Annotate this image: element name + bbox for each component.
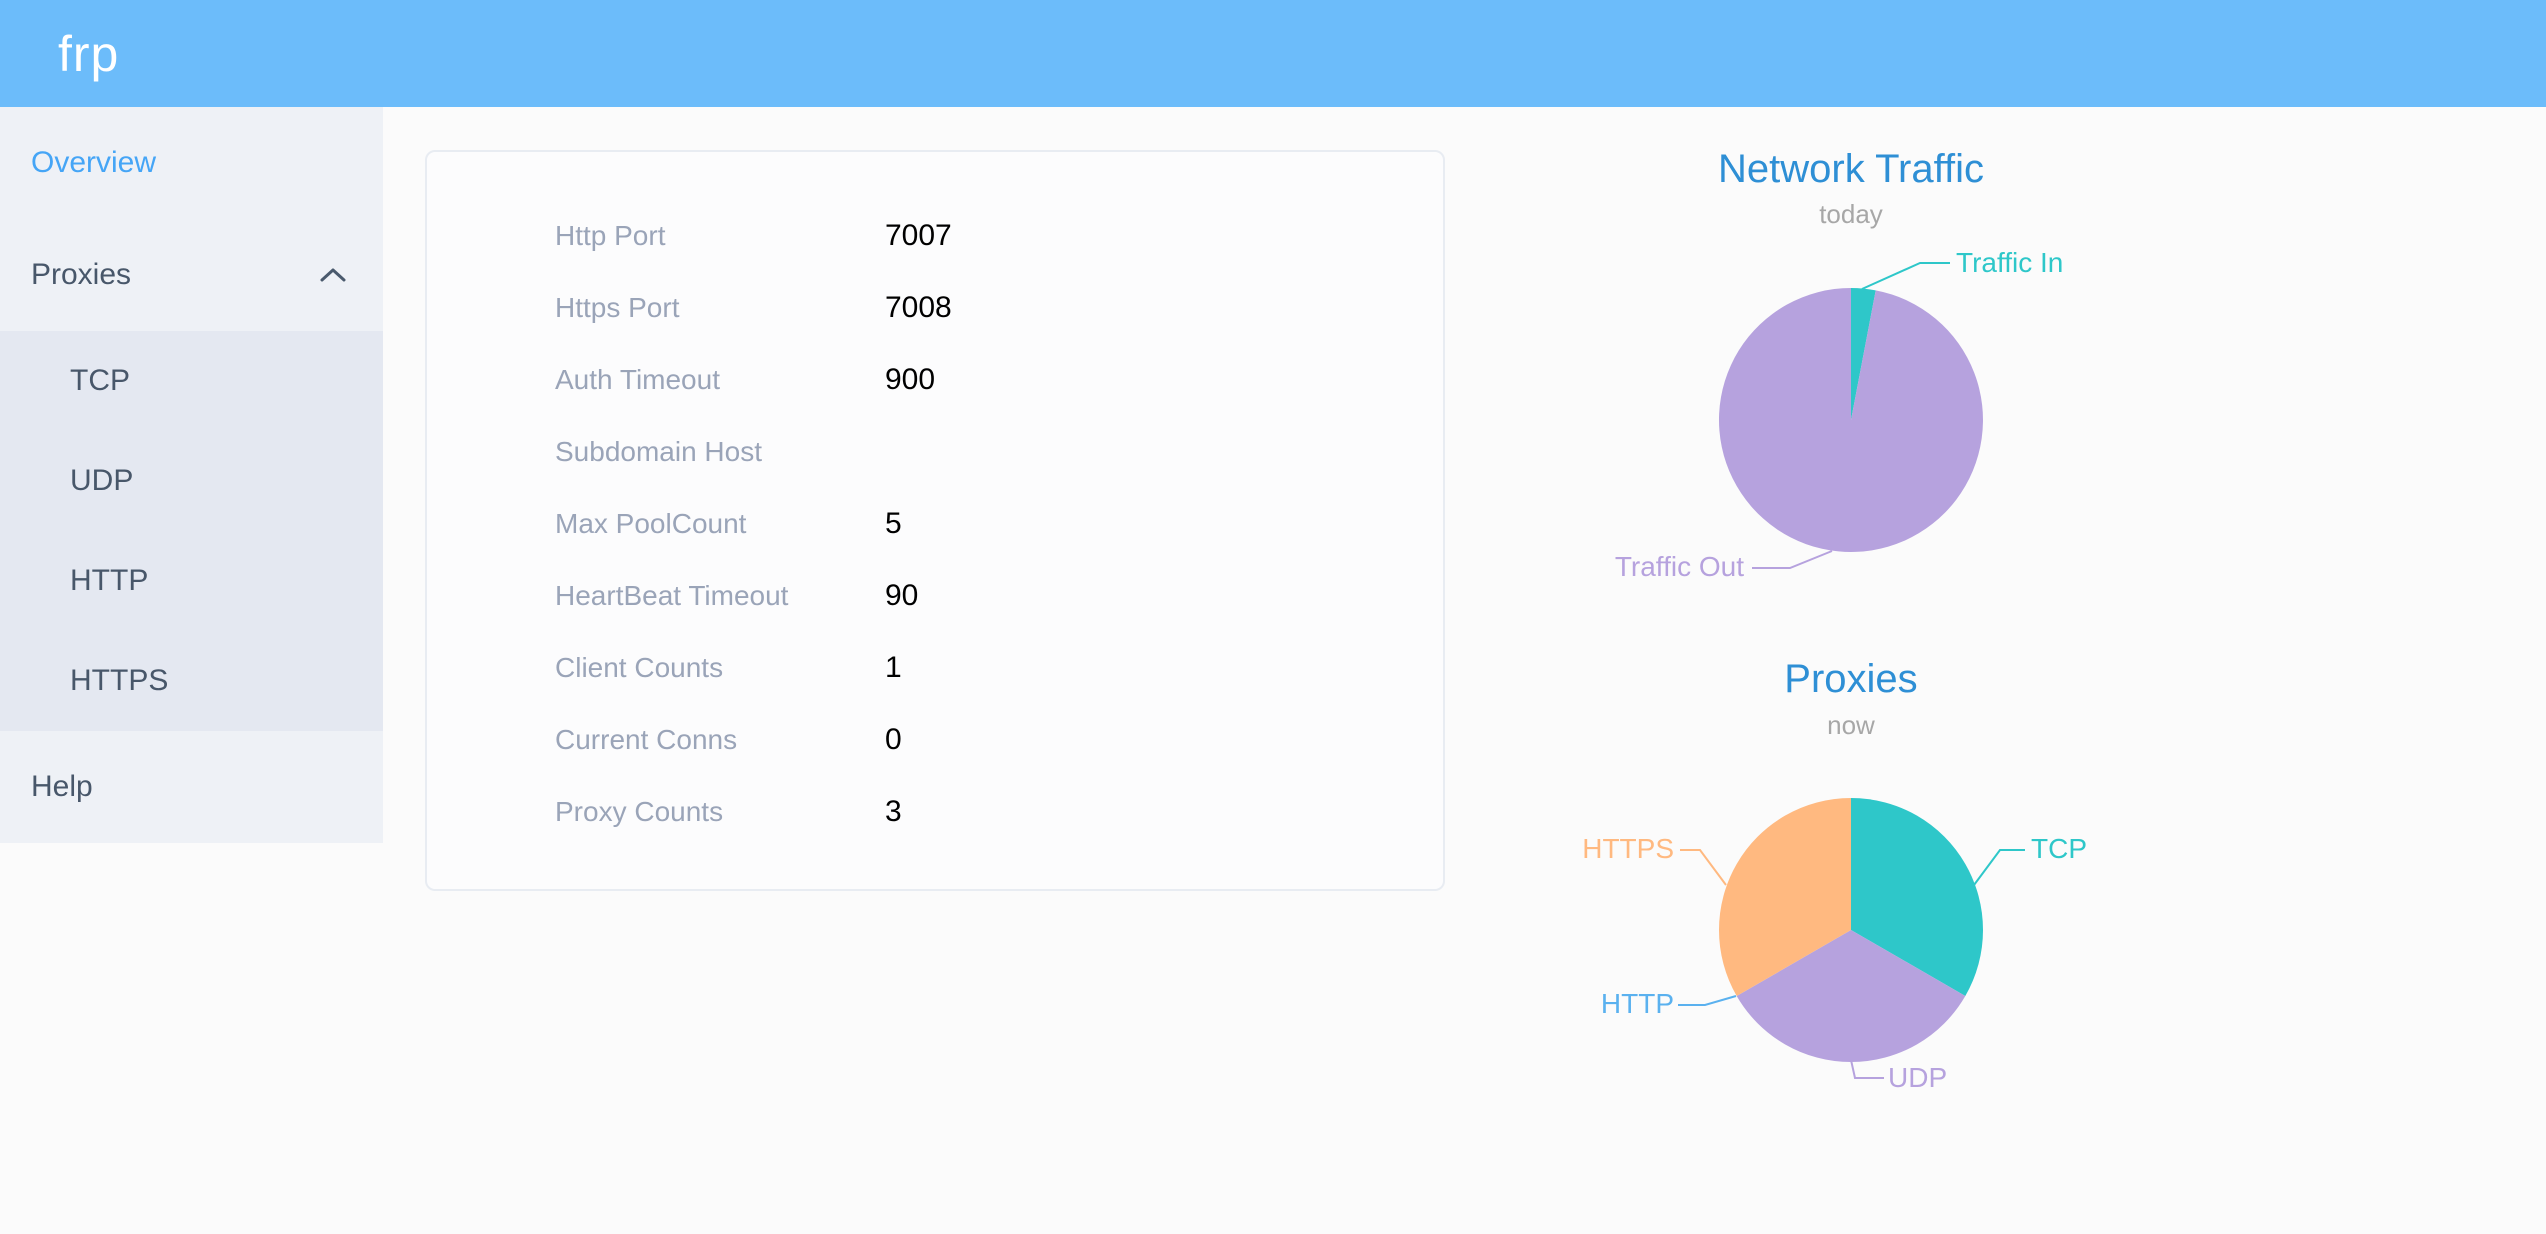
- sidebar-item-https-label: HTTPS: [70, 664, 169, 697]
- info-value: 0: [885, 723, 902, 756]
- info-row-max-poolcount: Max PoolCount 5: [427, 488, 1443, 560]
- sidebar-item-udp-label: UDP: [70, 464, 134, 497]
- pie-label-traffic-in: Traffic In: [1956, 247, 2064, 278]
- sidebar-item-overview[interactable]: Overview: [0, 107, 383, 219]
- app-logo: frp: [58, 25, 120, 82]
- sidebar-item-tcp[interactable]: TCP: [0, 331, 383, 431]
- info-value: 7008: [885, 291, 952, 324]
- pie-slice-udp[interactable]: [1736, 930, 1966, 1063]
- info-value: 7007: [885, 219, 952, 252]
- sidebar-item-http-label: HTTP: [70, 564, 149, 597]
- info-row-auth-timeout: Auth Timeout 900: [427, 344, 1443, 416]
- info-label: Https Port: [555, 292, 680, 323]
- sidebar-item-udp[interactable]: UDP: [0, 431, 383, 531]
- info-row-heartbeat-timeout: HeartBeat Timeout 90: [427, 560, 1443, 632]
- info-value: 1: [885, 651, 902, 684]
- info-label: HeartBeat Timeout: [555, 580, 789, 611]
- chevron-up-icon: [320, 268, 346, 282]
- pie-label-https: HTTPS: [1582, 833, 1674, 864]
- pie-slice-traffic-in[interactable]: [1851, 288, 1876, 420]
- server-info-card: Http Port 7007 Https Port 7008 Auth Time…: [425, 150, 1445, 891]
- network-traffic-subtitle: today: [1819, 199, 1883, 229]
- sidebar-item-http[interactable]: HTTP: [0, 531, 383, 631]
- info-value: 5: [885, 507, 902, 540]
- info-label: Auth Timeout: [555, 364, 720, 395]
- info-label: Current Conns: [555, 724, 738, 755]
- sidebar-submenu-proxies: TCP UDP HTTP HTTPS: [0, 331, 383, 731]
- sidebar-item-help-label: Help: [31, 770, 93, 803]
- sidebar-item-help[interactable]: Help: [0, 731, 383, 843]
- sidebar-item-https[interactable]: HTTPS: [0, 631, 383, 731]
- network-traffic-pie[interactable]: [1701, 270, 2001, 570]
- network-traffic-title: Network Traffic: [1718, 147, 1984, 191]
- pie-label-traffic-out: Traffic Out: [1614, 551, 1744, 582]
- info-row-https-port: Https Port 7008: [427, 272, 1443, 344]
- pie-label-http: HTTP: [1600, 988, 1674, 1019]
- info-row-proxy-counts: Proxy Counts 3: [427, 776, 1443, 848]
- info-label: Client Counts: [555, 652, 724, 683]
- proxies-subtitle: now: [1827, 710, 1875, 740]
- info-row-current-conns: Current Conns 0: [427, 704, 1443, 776]
- info-value: 3: [885, 795, 902, 828]
- pie-slice-https[interactable]: [1718, 798, 1851, 996]
- sidebar-item-overview-label: Overview: [31, 146, 157, 179]
- info-label: Subdomain Host: [555, 436, 763, 467]
- sidebar: Overview Proxies TCP UDP HTTP HTTPS Help: [0, 107, 383, 843]
- proxies-title: Proxies: [1784, 657, 1918, 701]
- proxies-pie[interactable]: [1701, 780, 2001, 1080]
- pie-label-udp: UDP: [1888, 1062, 1948, 1093]
- info-row-http-port: Http Port 7007: [427, 200, 1443, 272]
- pie-slice-tcp[interactable]: [1851, 798, 1984, 996]
- sidebar-item-proxies-label: Proxies: [31, 258, 132, 291]
- pie-slice-traffic-out[interactable]: [1718, 288, 1983, 552]
- info-label: Max PoolCount: [555, 508, 747, 539]
- pie-label-tcp: TCP: [2031, 833, 2087, 864]
- info-value: 90: [885, 579, 919, 612]
- app-header: frp: [0, 0, 2546, 107]
- sidebar-item-tcp-label: TCP: [70, 364, 130, 397]
- info-value: 900: [885, 363, 936, 396]
- sidebar-item-proxies[interactable]: Proxies: [0, 219, 383, 331]
- info-label: Proxy Counts: [555, 796, 724, 827]
- info-row-client-counts: Client Counts 1: [427, 632, 1443, 704]
- info-row-subdomain-host: Subdomain Host: [427, 416, 1443, 488]
- info-label: Http Port: [555, 220, 666, 251]
